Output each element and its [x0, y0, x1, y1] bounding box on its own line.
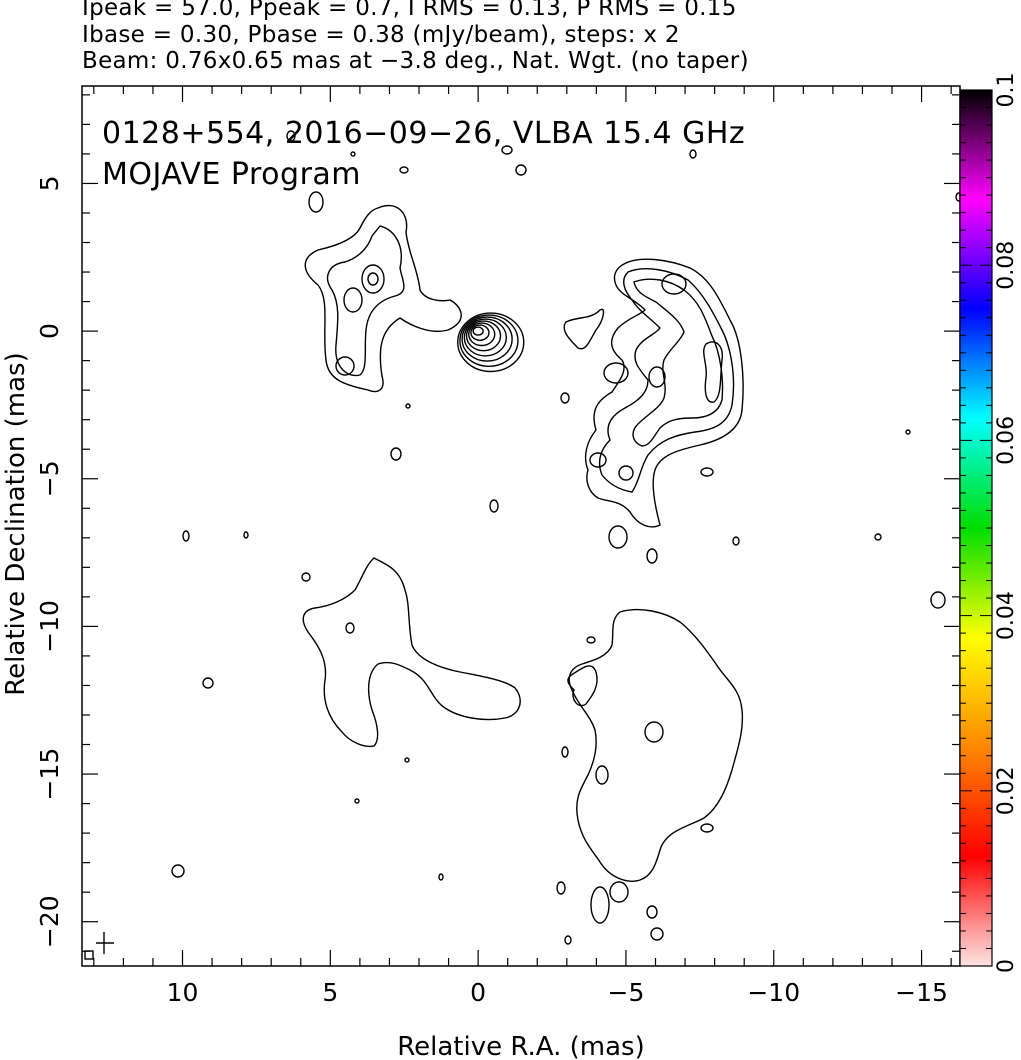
contour-upper-left-knot2 [367, 272, 379, 286]
contour-upper-right-knot5 [589, 452, 607, 468]
core-contour-level [463, 318, 508, 357]
noise-contour [350, 151, 356, 157]
noise-contour [564, 935, 572, 945]
noise-contour [650, 927, 664, 941]
noise-contour [590, 886, 610, 924]
plot-title: 0128+554, 2016−09−26, VLBA 15.4 GHz [102, 116, 745, 151]
x-tick-label: −15 [895, 978, 948, 1007]
colorbar: 0 0.02 0.04 0.06 0.08 0.1 [959, 73, 1019, 973]
core-contour-level [468, 322, 496, 347]
contour-lower-right-knot2 [595, 765, 609, 785]
colorbar-tick-label: 0.02 [994, 766, 1019, 815]
core-contour-level [461, 316, 513, 362]
plot-frame-rect [81, 85, 961, 967]
x-tick-label: 10 [167, 978, 199, 1007]
y-tick-label: 0 [35, 323, 64, 339]
y-tick-label: −10 [35, 600, 64, 653]
contour-upper-left-knot1 [361, 264, 385, 294]
x-tick-label: 0 [470, 978, 486, 1007]
colorbar-tick-label: 0.06 [994, 416, 1019, 465]
contour-upper-left-knot3 [343, 287, 363, 313]
noise-contour [286, 130, 296, 142]
core-contours [457, 312, 525, 373]
y-tick-label: −5 [35, 460, 64, 497]
noise-contour [345, 622, 355, 634]
core-contour-level [472, 326, 484, 336]
contour-upper-left-knot4 [335, 356, 355, 376]
contour-upper-right-knot3 [603, 362, 629, 384]
noise-contour [202, 677, 214, 689]
noise-contour [689, 149, 697, 159]
x-axis-label: Relative R.A. (mas) [397, 1032, 644, 1060]
y-tick-label: 5 [35, 175, 64, 191]
noise-contour [556, 881, 566, 895]
contour-upper-right-knot7 [700, 467, 714, 477]
contour-upper-right-knot4 [648, 366, 666, 388]
colorbar-tick-label: 0 [994, 959, 1019, 973]
beam-marker [84, 932, 114, 960]
noise-contour [930, 591, 946, 609]
x-tick-label: −5 [608, 978, 645, 1007]
y-axis-label: Relative Declination (mas) [1, 352, 31, 695]
contour-upper-right-spur [563, 308, 605, 350]
noise-contour [608, 525, 628, 549]
noise-contour [646, 548, 658, 564]
contour-upper-right-mid [598, 268, 735, 493]
noise-contour [243, 531, 249, 539]
header-line-3: Beam: 0.76x0.65 mas at −3.8 deg., Nat. W… [82, 48, 749, 74]
noise-contour [438, 873, 444, 881]
contour-upper-right-knot6 [618, 465, 634, 481]
noise-contour [732, 536, 740, 546]
contour-lower-right-knot3 [700, 823, 714, 833]
core-contour-level [465, 320, 502, 352]
core-contour-level [470, 324, 490, 342]
contour-lower-right-spur [567, 665, 598, 707]
noise-contour [515, 164, 527, 176]
core-contour-level [457, 312, 525, 373]
core-contour-level [459, 314, 519, 368]
noise-contour [609, 881, 629, 903]
contour-upper-right-outer [584, 258, 744, 528]
contour-lower-right [568, 608, 744, 882]
contour-upper-right-knot2 [703, 341, 723, 403]
y-tick-label: −20 [35, 895, 64, 948]
contour-upper-right-knot1 [661, 273, 687, 295]
plot-frame [81, 85, 961, 967]
colorbar-tick-label: 0.04 [994, 591, 1019, 640]
contour-lower-right-knot1 [644, 721, 664, 743]
colorbar-tick-label: 0.08 [994, 241, 1019, 290]
noise-contour [586, 636, 596, 644]
noise-contour [182, 530, 190, 542]
colorbar-tick-label: 0.1 [994, 73, 1019, 108]
noise-contour [404, 757, 410, 763]
contour-lower-left [302, 557, 521, 748]
noise-contour [399, 166, 409, 174]
x-tick-label: −10 [747, 978, 800, 1007]
noise-contour [905, 429, 911, 435]
contour-upper-left-mid [327, 225, 405, 377]
noise-contour [405, 403, 411, 409]
x-tick-label: 5 [322, 978, 338, 1007]
header-line-1: Ipeak = 57.0, Ppeak = 0.7, I RMS = 0.13,… [82, 0, 737, 21]
header-line-2: Ibase = 0.30, Pbase = 0.38 (mJy/beam), s… [82, 22, 680, 48]
noise-contour [489, 499, 499, 513]
noise-contour [301, 572, 311, 582]
noise-contour [390, 447, 402, 461]
noise-contour [308, 191, 324, 213]
y-tick-label: −15 [35, 748, 64, 801]
contour-lines [171, 130, 963, 945]
axis-ticks: 10 5 0 −5 −10 −15 5 0 −5 −10 −15 −20 [35, 86, 960, 1007]
contour-upper-left-outer [304, 204, 462, 393]
noise-contour [646, 905, 658, 919]
contour-upper-right-inner [632, 278, 724, 447]
noise-contour [561, 746, 569, 758]
noise-contour [354, 798, 360, 804]
noise-contour [501, 145, 513, 155]
plot-subtitle: MOJAVE Program [102, 157, 361, 192]
noise-contour [560, 392, 570, 404]
noise-contour [874, 533, 882, 541]
noise-contour [171, 864, 185, 878]
